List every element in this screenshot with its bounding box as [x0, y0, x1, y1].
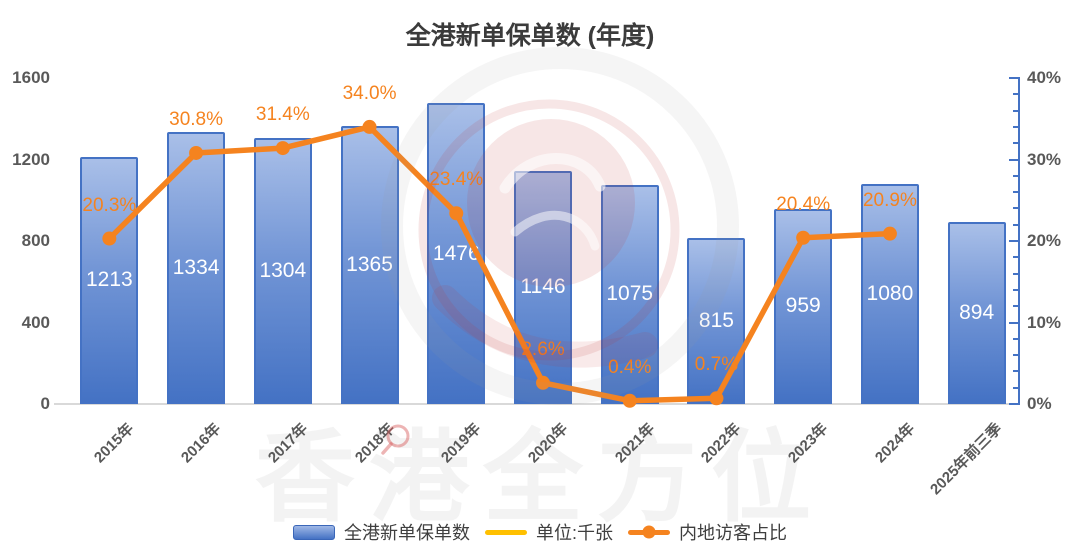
bar-value-label: 1365 — [346, 252, 393, 276]
line-value-label: 30.8% — [169, 108, 224, 130]
left-axis-tick-label: 1600 — [12, 68, 50, 87]
right-axis-tick-label: 0% — [1027, 394, 1052, 413]
right-axis-minor-tick — [1013, 354, 1018, 357]
legend-line-dot-swatch — [628, 525, 670, 539]
bar-value-label: 1146 — [520, 275, 566, 299]
legend-bar-swatch — [292, 524, 335, 540]
left-axis-tick-label: 400 — [21, 312, 50, 332]
legend-marker-dot — [642, 525, 656, 539]
right-axis-tick-label: 30% — [1027, 149, 1062, 169]
bar-value-label: 1075 — [606, 282, 654, 306]
bar-2024年: 1080 — [860, 183, 919, 404]
bar-2023年: 959 — [774, 208, 833, 404]
right-axis-line — [1018, 77, 1020, 405]
legend-item-内地访客占比: 内地访客占比 — [628, 519, 787, 545]
legend-label: 全港新单保单数 — [343, 523, 470, 543]
right-axis-major-tick — [1009, 321, 1018, 324]
bar-value-label: 894 — [959, 300, 995, 324]
left-axis-tick-label: 1200 — [12, 149, 50, 169]
left-axis-tick-label: 800 — [21, 231, 50, 250]
legend-item-全港新单保单数: 全港新单保单数 — [292, 519, 470, 545]
bar-value-label: 1476 — [432, 241, 480, 265]
line-value-label: 31.4% — [255, 104, 310, 126]
legend-item-单位:千张: 单位:千张 — [484, 519, 613, 545]
right-axis-minor-tick — [1013, 109, 1018, 112]
legend-label: 单位:千张 — [535, 523, 613, 543]
right-axis-minor-tick — [1013, 142, 1018, 145]
line-value-label: 0.4% — [608, 356, 652, 378]
bar-value-label: 1304 — [259, 259, 307, 283]
bar-value-label: 1213 — [86, 268, 133, 292]
right-axis-minor-tick — [1013, 174, 1018, 177]
chart-title: 全港新单保单数 (年度) — [405, 22, 655, 50]
bar-value-label: 959 — [785, 294, 821, 318]
bar-2019年: 1476 — [427, 103, 486, 404]
line-value-label: 20.4% — [776, 193, 831, 215]
left-axis-tick-label: 0 — [40, 394, 50, 413]
right-axis-tick-label: 20% — [1027, 231, 1062, 250]
right-axis-minor-tick — [1013, 93, 1018, 96]
right-axis-minor-tick — [1013, 305, 1018, 308]
bar-2018年: 1365 — [340, 125, 399, 404]
bar-2016年: 1334 — [167, 132, 226, 404]
line-value-label: 20.9% — [862, 189, 917, 211]
right-axis-minor-tick — [1013, 125, 1018, 128]
bar-value-label: 1080 — [866, 281, 914, 305]
line-value-label: 20.3% — [82, 194, 137, 216]
right-axis-minor-tick — [1013, 370, 1018, 373]
right-axis-minor-tick — [1013, 191, 1018, 194]
right-axis-minor-tick — [1013, 207, 1018, 210]
line-value-label: 23.4% — [429, 169, 484, 191]
bar-2020年: 1146 — [514, 170, 572, 404]
right-axis-minor-tick — [1013, 272, 1018, 275]
right-axis-minor-tick — [1013, 337, 1018, 340]
right-axis-minor-tick — [1013, 223, 1018, 226]
bar-value-label: 1334 — [172, 256, 220, 280]
right-axis-major-tick — [1009, 403, 1018, 405]
right-axis-major-tick — [1009, 158, 1018, 161]
right-axis-major-tick — [1009, 240, 1018, 242]
bar-2017年: 1304 — [253, 138, 312, 404]
line-value-label: 2.6% — [521, 338, 565, 360]
legend-label: 内地访客占比 — [679, 523, 787, 543]
x-axis-line — [54, 403, 1020, 405]
bar-value-label: 815 — [698, 308, 734, 332]
line-value-label: 34.0% — [342, 82, 397, 104]
right-axis-minor-tick — [1013, 288, 1018, 291]
legend-line-swatch — [484, 529, 527, 535]
bar-2022年: 815 — [687, 237, 746, 404]
legend: 全港新单保单数 单位:千张 内地访客占比 — [0, 519, 1080, 545]
right-axis-minor-tick — [1013, 386, 1018, 389]
right-axis-minor-tick — [1013, 256, 1018, 259]
right-axis-major-tick — [1009, 77, 1018, 79]
right-axis-tick-label: 40% — [1027, 68, 1062, 87]
right-axis-tick-label: 10% — [1027, 312, 1062, 332]
bar-2025年前三季: 894 — [947, 221, 1006, 404]
line-value-label: 0.7% — [694, 354, 739, 376]
